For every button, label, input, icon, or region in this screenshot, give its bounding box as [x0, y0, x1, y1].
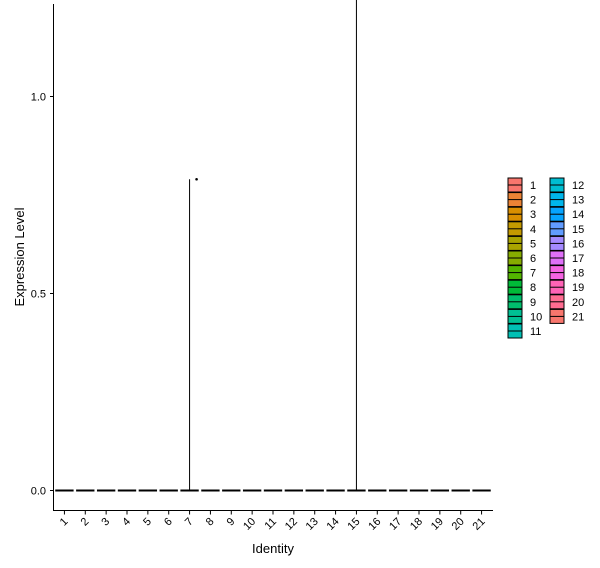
- legend-label: 2: [530, 195, 536, 207]
- x-tick-label: 12: [283, 516, 300, 533]
- x-tick-label: 21: [471, 516, 488, 533]
- x-tick-label: 3: [99, 516, 112, 529]
- x-tick-label: 13: [304, 516, 321, 533]
- x-tick-label: 15: [345, 516, 362, 533]
- x-tick-label: 11: [263, 516, 280, 533]
- x-tick-label: 8: [204, 516, 217, 529]
- y-tick-label: 1.0: [31, 92, 46, 104]
- x-tick-label: 14: [325, 516, 342, 533]
- legend-label: 9: [530, 297, 536, 309]
- x-tick-label: 18: [408, 516, 425, 533]
- x-tick-label: 6: [162, 516, 175, 529]
- legend-label: 1: [530, 180, 536, 192]
- legend-label: 14: [572, 209, 584, 221]
- x-tick-label: 4: [120, 516, 133, 529]
- legend-label: 3: [530, 209, 536, 221]
- legend-label: 18: [572, 268, 584, 280]
- x-tick-label: 10: [241, 516, 258, 533]
- legend-label: 20: [572, 297, 584, 309]
- legend-label: 15: [572, 224, 584, 236]
- legend-label: 8: [530, 282, 536, 294]
- legend-label: 4: [530, 224, 536, 236]
- legend-label: 17: [572, 253, 584, 265]
- y-ticks: 0.00.51.01.52.0: [31, 92, 54, 498]
- legend-label: 21: [572, 311, 584, 323]
- x-tick-label: 16: [366, 516, 383, 533]
- legend-label: 19: [572, 282, 584, 294]
- legend-label: 12: [572, 180, 584, 192]
- x-ticks: 1 2 3 4 5 6 7 8 9 10 11 12 13 14 15 16 17 18 19 20 21: [58, 510, 488, 533]
- x-tick-label: 9: [225, 516, 238, 529]
- legend-label: 10: [530, 311, 542, 323]
- legend-label: 16: [572, 238, 584, 250]
- axes: [53, 4, 493, 511]
- x-tick-label: 19: [429, 516, 446, 533]
- data-point: [195, 177, 198, 181]
- y-axis-title: Expression Level: [12, 207, 27, 306]
- legend-label: 11: [530, 326, 541, 338]
- y-tick-label: 0.5: [31, 289, 46, 301]
- x-tick-label: 1: [58, 516, 71, 529]
- violins: [55, 0, 491, 492]
- legend-label: 7: [530, 268, 536, 280]
- x-tick-label: 20: [450, 516, 467, 533]
- outlier-points: [195, 177, 198, 181]
- x-axis-title: Identity: [252, 541, 294, 556]
- legend-label: 6: [530, 253, 536, 265]
- y-tick-label: 0.0: [31, 486, 46, 498]
- x-tick-label: 5: [141, 516, 154, 529]
- x-tick-label: 2: [79, 516, 92, 529]
- x-tick-label: 7: [183, 516, 196, 529]
- legend-label: 13: [572, 195, 584, 207]
- legend-label: 5: [530, 238, 536, 250]
- x-tick-label: 17: [387, 516, 404, 533]
